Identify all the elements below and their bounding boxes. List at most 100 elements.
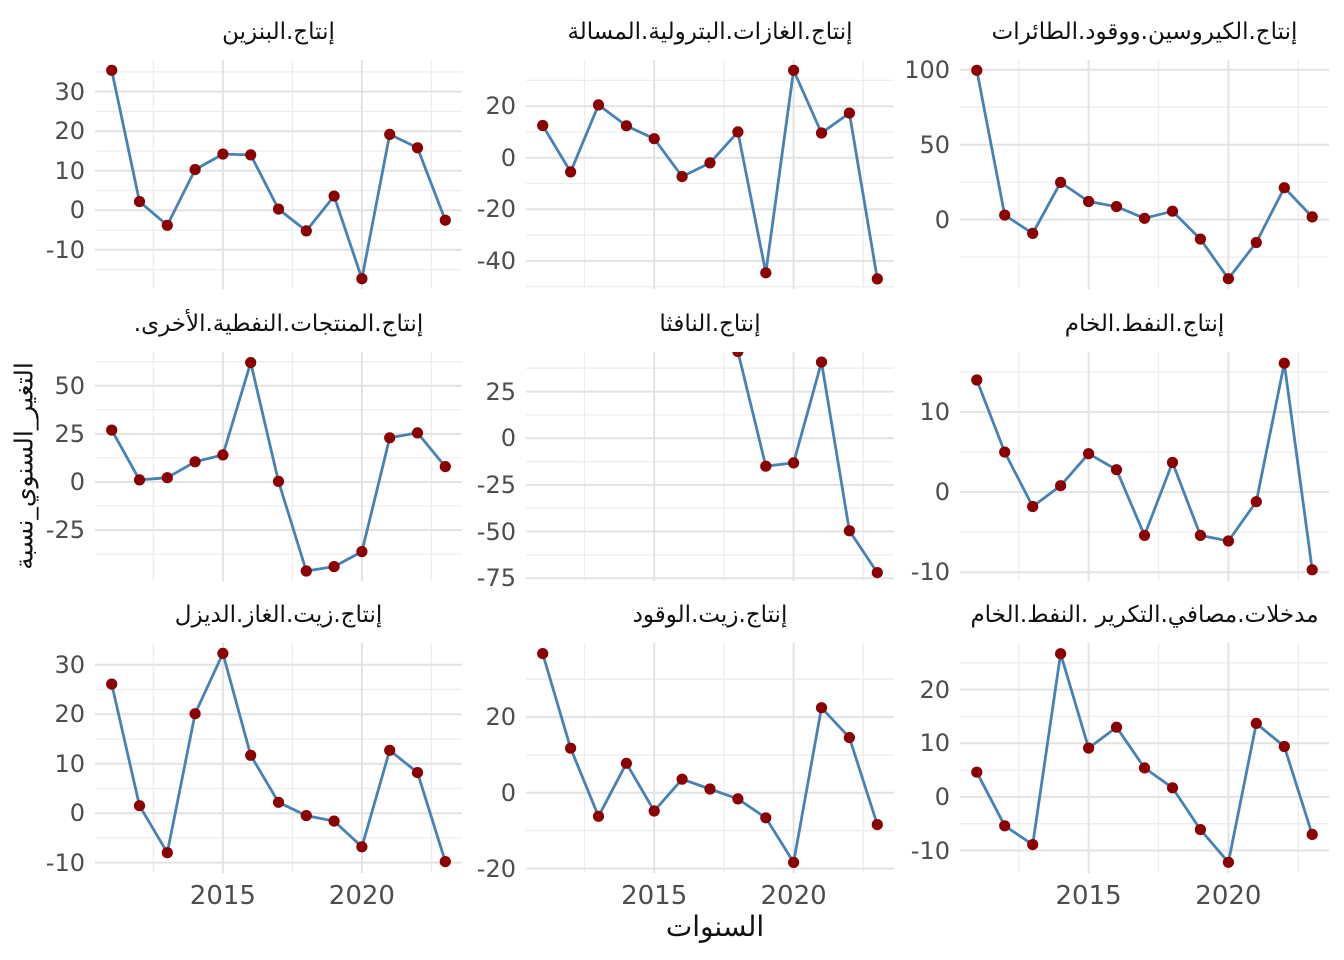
- data-point: [1222, 535, 1234, 547]
- y-tick-label: 20: [485, 92, 516, 121]
- panel-title-gasoline: إنتاج.البنزين: [222, 19, 335, 45]
- data-point: [788, 457, 800, 469]
- data-points: [106, 64, 451, 285]
- data-point: [843, 107, 855, 119]
- y-tick-label: -40: [476, 246, 516, 275]
- data-point: [1306, 828, 1318, 840]
- plot-area-diesel-gas-oil: [95, 643, 462, 873]
- data-point: [843, 732, 855, 744]
- data-point: [676, 171, 688, 183]
- data-point: [300, 565, 312, 577]
- data-point: [356, 273, 368, 285]
- y-tick-label: -50: [476, 517, 516, 546]
- data-point: [439, 214, 451, 226]
- grid-major: [960, 352, 1329, 581]
- grid-minor: [95, 352, 462, 581]
- y-tick-label: 20: [54, 700, 85, 729]
- data-point: [704, 157, 716, 169]
- y-tick-label: -10: [45, 235, 85, 264]
- data-point: [843, 525, 855, 537]
- y-tick-label: 30: [54, 650, 85, 679]
- y-tick-label: 10: [54, 156, 85, 185]
- data-point: [106, 424, 118, 436]
- data-point: [189, 708, 201, 720]
- data-point: [1194, 233, 1206, 245]
- data-point: [328, 190, 340, 202]
- grid-minor: [526, 352, 894, 581]
- data-point: [620, 757, 632, 769]
- data-point: [760, 812, 772, 824]
- y-tick-label: 0: [500, 424, 516, 453]
- data-point: [1083, 195, 1095, 208]
- x-tick-label: 2015: [1055, 881, 1122, 911]
- plot-area-fuel-oil: [526, 643, 894, 873]
- data-point: [732, 126, 744, 138]
- series-line: [975, 652, 1314, 864]
- y-tick-label: 0: [69, 799, 85, 828]
- data-points: [971, 64, 1318, 285]
- data-point: [1306, 211, 1318, 223]
- data-points: [732, 352, 883, 579]
- data-point: [1278, 182, 1290, 194]
- panel-title-other-petroleum-products: إنتاج.المنتجات.النفطية.الأخرى.: [133, 311, 424, 337]
- grid-major: [95, 643, 462, 873]
- data-point: [788, 856, 800, 868]
- data-point: [384, 432, 396, 444]
- series-line: [541, 68, 879, 280]
- data-point: [161, 847, 173, 859]
- data-point: [217, 449, 229, 461]
- x-tick-label: 2020: [328, 881, 395, 911]
- data-point: [1027, 839, 1039, 851]
- data-point: [999, 446, 1011, 458]
- data-point: [411, 142, 424, 154]
- panel-kerosene-jet-fuel: إنتاج.الكيروسين.ووقود.الطائرات 100 50 0: [904, 19, 1329, 289]
- plot-area-other-petroleum-products: [95, 352, 462, 581]
- data-point: [676, 773, 688, 785]
- series-line: [110, 70, 447, 281]
- grid-minor: [95, 643, 462, 873]
- y-tick-label: 30: [54, 77, 85, 106]
- data-point: [1055, 480, 1067, 492]
- data-point: [815, 356, 828, 368]
- data-point: [1110, 464, 1123, 476]
- data-point: [537, 648, 549, 660]
- data-point: [1194, 529, 1206, 541]
- data-point: [1110, 721, 1123, 733]
- data-point: [1027, 500, 1039, 513]
- data-point: [133, 196, 146, 208]
- x-axis-label: السنوات: [665, 910, 765, 943]
- data-point: [245, 149, 257, 161]
- data-point: [815, 127, 828, 139]
- y-tick-label: 50: [919, 130, 950, 159]
- panel-diesel-gas-oil: إنتاج.زيت.الغاز.الديزل 30 20 10 0 -10 2015 202…: [46, 602, 462, 911]
- data-point: [272, 796, 285, 808]
- data-point: [1194, 824, 1206, 836]
- series-line: [975, 70, 1314, 281]
- x-tick-label: 2020: [760, 881, 827, 911]
- data-point: [971, 64, 983, 76]
- panel-lpg: إنتاج.الغازات.البترولية.المسالة 20 0 -20 -4…: [477, 19, 894, 289]
- data-point: [133, 800, 146, 812]
- data-point: [648, 805, 660, 817]
- data-point: [217, 148, 229, 160]
- data-point: [1222, 273, 1234, 285]
- data-point: [732, 352, 744, 358]
- grid-major: [95, 60, 462, 289]
- data-point: [1055, 176, 1067, 188]
- data-points: [971, 357, 1318, 576]
- data-point: [1138, 212, 1151, 224]
- data-point: [592, 810, 605, 822]
- data-point: [439, 461, 451, 473]
- data-point: [106, 64, 118, 76]
- y-tick-label: 0: [934, 782, 950, 811]
- data-point: [356, 841, 368, 853]
- data-points: [537, 648, 883, 868]
- data-point: [189, 456, 201, 468]
- data-point: [592, 99, 605, 111]
- data-point: [971, 374, 983, 386]
- y-tick-label: -20: [476, 195, 516, 224]
- data-point: [648, 133, 660, 145]
- data-point: [1027, 227, 1039, 239]
- data-points: [106, 357, 451, 577]
